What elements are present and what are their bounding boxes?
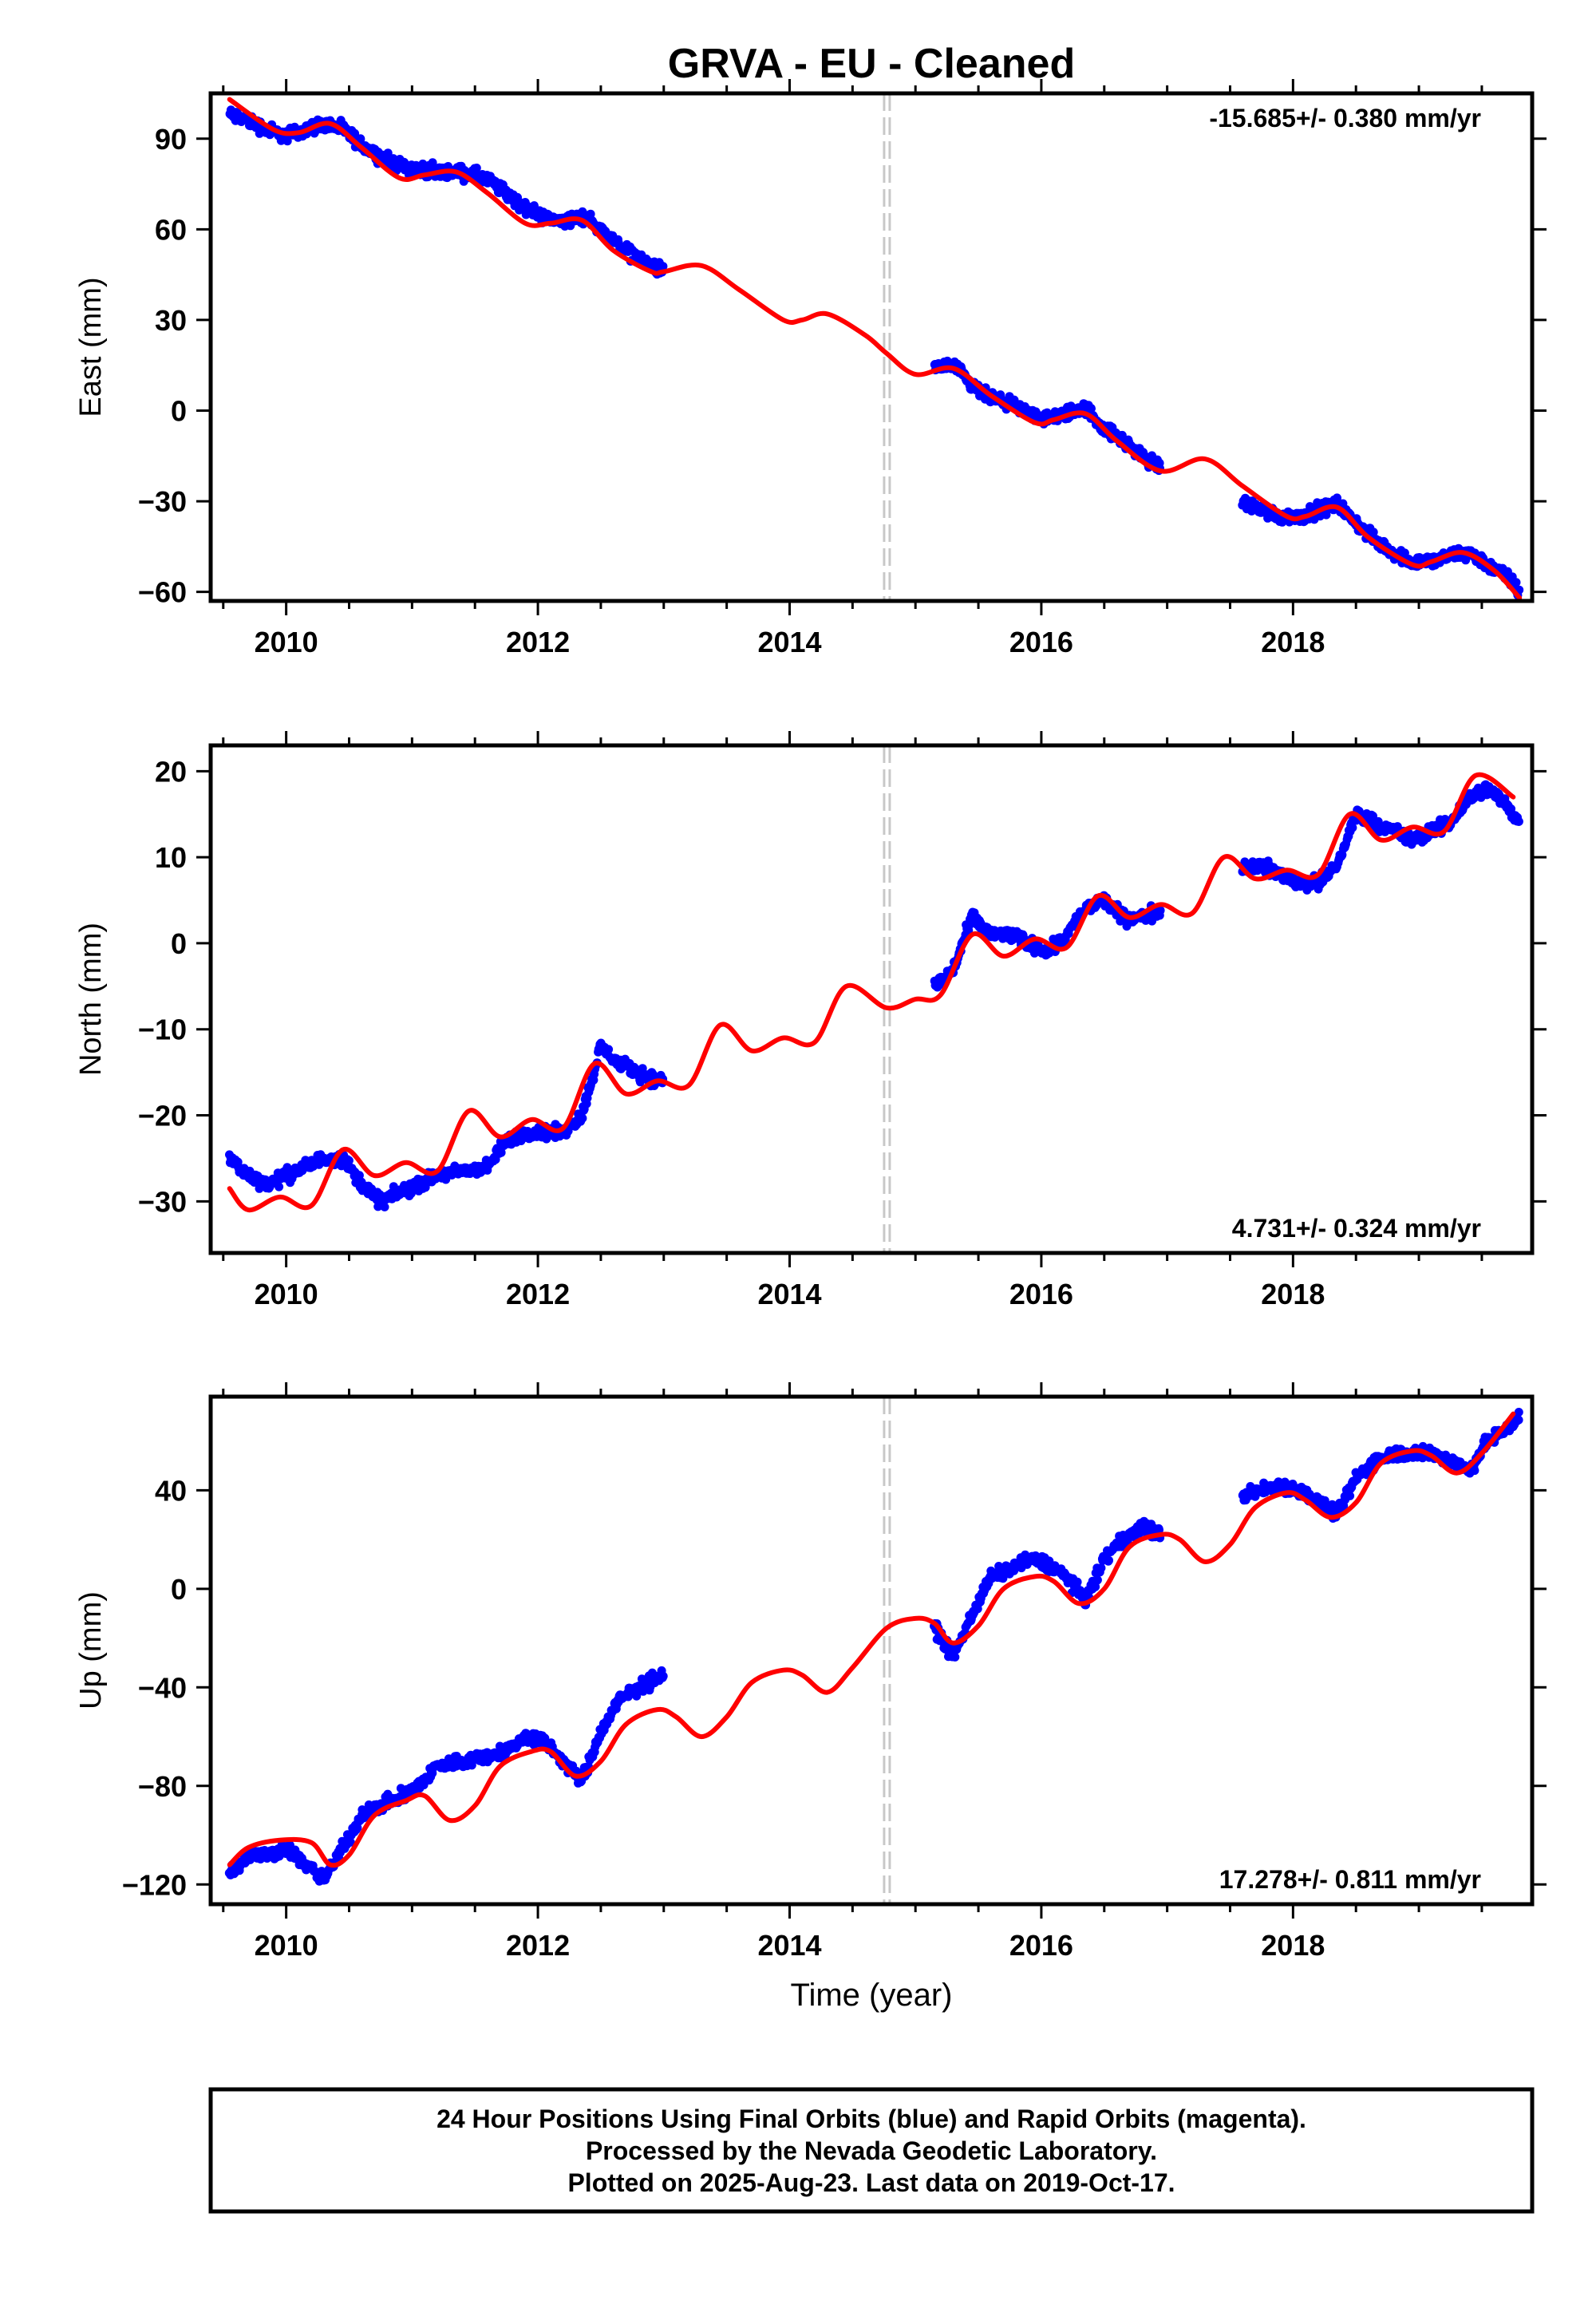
x-tick-label: 2010 — [255, 1278, 318, 1310]
data-point — [586, 209, 595, 219]
data-point — [1514, 816, 1523, 826]
final-orbit-points — [225, 105, 1524, 600]
y-tick-label: 60 — [155, 213, 187, 246]
data-point — [346, 1837, 355, 1847]
y-tick-label: −10 — [138, 1014, 187, 1046]
y-tick-label: 0 — [171, 1573, 187, 1606]
data-point — [1514, 1408, 1523, 1417]
data-point — [1087, 404, 1096, 413]
footer-line-1: 24 Hour Positions Using Final Orbits (bl… — [437, 2105, 1306, 2133]
data-point — [604, 1045, 614, 1054]
panel-east: 2010 2012 2014 2016 2018 90 60 30 0 −30 −60 East (m… — [74, 79, 1547, 658]
data-point — [472, 164, 481, 172]
y-tick-label: −60 — [138, 576, 187, 609]
data-point — [1091, 1582, 1100, 1591]
footer-line-3: Plotted on 2025-Aug-23. Last data on 201… — [567, 2168, 1175, 2197]
data-point — [1345, 1491, 1355, 1500]
y-tick-label: −30 — [138, 1185, 187, 1218]
y-tick-label: 10 — [155, 841, 187, 874]
data-point — [1092, 1575, 1102, 1585]
x-tick-label: 2016 — [1009, 1929, 1073, 1962]
panel-north: 2010 2012 2014 2016 201820100−10−20−30North … — [74, 731, 1547, 1310]
rate-annotation: -15.685+/- 0.380 mm/yr — [1209, 104, 1481, 132]
data-point — [356, 134, 365, 144]
data-point — [1096, 1563, 1106, 1573]
x-axis-label: Time (year) — [791, 1978, 953, 2013]
x-tick-label: 2010 — [255, 1929, 318, 1962]
data-point — [1393, 822, 1402, 832]
x-tick-label: 2012 — [506, 1278, 570, 1310]
x-tick-label: 2018 — [1261, 1929, 1325, 1962]
x-tick-label: 2016 — [1009, 1278, 1073, 1310]
rate-annotation: 17.278+/- 0.811 mm/yr — [1219, 1865, 1481, 1894]
data-point — [1514, 1415, 1523, 1425]
figure-title: GRVA - EU - Cleaned — [668, 41, 1075, 87]
plot-area — [225, 745, 1523, 1253]
data-point — [1104, 1555, 1113, 1565]
data-point — [275, 1182, 284, 1192]
data-point — [1073, 1577, 1082, 1587]
data-point — [380, 1202, 389, 1211]
y-tick-label: 20 — [155, 755, 187, 788]
y-tick-label: 40 — [155, 1474, 187, 1507]
x-tick-label: 2012 — [506, 626, 570, 658]
data-point — [578, 1113, 587, 1123]
x-tick-label: 2018 — [1261, 626, 1325, 658]
y-tick-label: −120 — [122, 1868, 187, 1901]
data-point — [1348, 823, 1357, 832]
model-fit-line — [227, 1411, 1516, 1868]
model-fit-line — [227, 772, 1516, 1213]
data-point — [950, 1652, 960, 1662]
x-tick-label: 2016 — [1009, 626, 1073, 658]
rate-annotation: 4.731+/- 0.324 mm/yr — [1232, 1214, 1481, 1243]
final-orbit-points — [225, 780, 1523, 1211]
y-tick-label: 30 — [155, 304, 187, 337]
x-tick-label: 2014 — [757, 626, 821, 658]
y-axis-label: Up (mm) — [74, 1591, 108, 1709]
plot-frame — [208, 1394, 1535, 1907]
panel-up: 2010 2012 2014 2016 2018 40 0 −40 −80 −120 Up (mm)… — [74, 1382, 1547, 1962]
y-tick-label: 0 — [171, 927, 187, 960]
x-tick-label: 2014 — [757, 1278, 821, 1310]
plot-frame — [208, 91, 1535, 603]
model-fit-line — [227, 97, 1523, 601]
data-point — [354, 1171, 364, 1180]
y-axis-label: East (mm) — [74, 277, 108, 417]
y-tick-label: −80 — [138, 1770, 187, 1803]
data-point — [658, 262, 668, 271]
y-tick-label: −40 — [138, 1671, 187, 1704]
y-tick-label: −30 — [138, 485, 187, 518]
final-orbit-points — [224, 1408, 1523, 1886]
y-tick-label: 0 — [171, 395, 187, 428]
data-point — [344, 1156, 354, 1165]
data-point — [1511, 578, 1521, 587]
footer-box: 24 Hour Positions Using Final Orbits (bl… — [208, 2087, 1535, 2214]
data-point — [406, 1188, 416, 1198]
data-point — [1470, 1466, 1479, 1476]
plot-area — [224, 1397, 1523, 1904]
x-tick-label: 2018 — [1261, 1278, 1325, 1310]
footer-border — [208, 2087, 1535, 2214]
y-axis-label: North (mm) — [74, 923, 108, 1076]
data-point — [1156, 906, 1165, 915]
x-tick-label: 2014 — [757, 1929, 821, 1962]
data-point — [282, 136, 292, 146]
plot-area — [225, 93, 1524, 601]
plot-frame — [208, 743, 1535, 1255]
y-tick-label: 90 — [155, 123, 187, 156]
x-tick-label: 2012 — [506, 1929, 570, 1962]
data-point — [496, 1148, 506, 1157]
data-point — [1155, 1525, 1163, 1535]
x-tick-label: 2010 — [255, 626, 318, 658]
data-point — [658, 1671, 668, 1681]
footer-line-2: Processed by the Nevada Geodetic Laborat… — [586, 2136, 1157, 2165]
y-tick-label: −20 — [138, 1100, 187, 1132]
